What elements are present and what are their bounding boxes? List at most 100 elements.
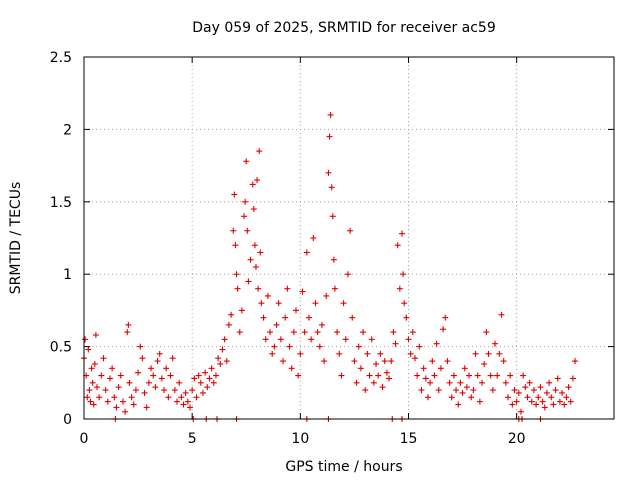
data-point [515, 389, 522, 396]
data-point [115, 384, 122, 391]
data-point [280, 358, 287, 365]
data-point [539, 398, 546, 405]
data-point [567, 398, 574, 405]
data-point [437, 365, 444, 372]
data-point [487, 372, 494, 379]
data-point [232, 242, 239, 249]
data-point [331, 285, 338, 292]
x-axis-label: GPS time / hours [285, 459, 402, 475]
data-point [217, 360, 224, 367]
data-point [273, 321, 280, 328]
data-point [167, 372, 174, 379]
data-point [242, 198, 249, 205]
data-point [572, 358, 579, 365]
data-point [295, 372, 302, 379]
data-point [250, 206, 257, 213]
data-point [128, 394, 135, 401]
data-point [325, 169, 332, 176]
data-point [349, 314, 356, 321]
data-point [271, 343, 278, 350]
data-point [461, 365, 468, 372]
data-point [511, 387, 518, 394]
data-point [375, 372, 382, 379]
data-point [457, 379, 464, 386]
data-point [569, 375, 576, 382]
data-point [174, 398, 181, 405]
data-point [204, 384, 211, 391]
data-point [88, 365, 95, 372]
data-point [135, 369, 142, 376]
data-point [290, 329, 297, 336]
data-point [163, 365, 170, 372]
data-point [433, 340, 440, 347]
data-point [284, 285, 291, 292]
plot-frame [83, 56, 615, 420]
data-point [225, 321, 232, 328]
data-point [453, 387, 460, 394]
data-point [152, 384, 159, 391]
data-point [368, 336, 375, 343]
x-tick-label: 15 [400, 431, 418, 447]
data-point [459, 389, 466, 396]
data-point [92, 332, 99, 339]
data-point [502, 379, 509, 386]
data-point [370, 379, 377, 386]
data-point [400, 271, 407, 278]
data-point [260, 314, 267, 321]
data-point [139, 355, 146, 362]
data-point [316, 343, 323, 350]
data-point [98, 372, 105, 379]
data-point [262, 336, 269, 343]
data-point [305, 314, 312, 321]
data-point [520, 372, 527, 379]
y-tick-label: 1 [63, 267, 72, 283]
data-point [541, 404, 548, 411]
data-point [145, 379, 152, 386]
data-point [537, 384, 544, 391]
data-point [500, 358, 507, 365]
data-point [199, 389, 206, 396]
data-point [312, 300, 319, 307]
data-point [403, 314, 410, 321]
data-point [243, 158, 250, 165]
data-point [106, 375, 113, 382]
data-point [113, 404, 120, 411]
data-point [446, 379, 453, 386]
data-point [158, 375, 165, 382]
data-point [326, 133, 333, 140]
data-point [314, 329, 321, 336]
data-point [308, 336, 315, 343]
data-point [407, 350, 414, 357]
data-point [472, 350, 479, 357]
data-point [565, 384, 572, 391]
data-point [561, 401, 568, 408]
data-point [535, 394, 542, 401]
data-point [507, 372, 514, 379]
data-point [161, 387, 168, 394]
data-point [254, 177, 261, 184]
data-point [215, 355, 222, 362]
data-point [282, 314, 289, 321]
data-point [102, 387, 109, 394]
data-point [552, 387, 559, 394]
y-tick-label: 2 [63, 122, 72, 138]
data-point [122, 408, 129, 415]
data-point [143, 404, 150, 411]
data-point [212, 372, 219, 379]
data-point [137, 343, 144, 350]
data-point [522, 384, 529, 391]
data-point [470, 387, 477, 394]
data-point [241, 213, 248, 220]
data-point [109, 365, 116, 372]
data-point [492, 340, 499, 347]
data-point [463, 384, 470, 391]
data-point [178, 394, 185, 401]
data-point [119, 398, 126, 405]
data-point [342, 336, 349, 343]
data-point [208, 365, 215, 372]
data-point [435, 387, 442, 394]
data-point [479, 379, 486, 386]
y-axis-label: SRMTID / TECUs [8, 182, 24, 295]
data-point [236, 329, 243, 336]
